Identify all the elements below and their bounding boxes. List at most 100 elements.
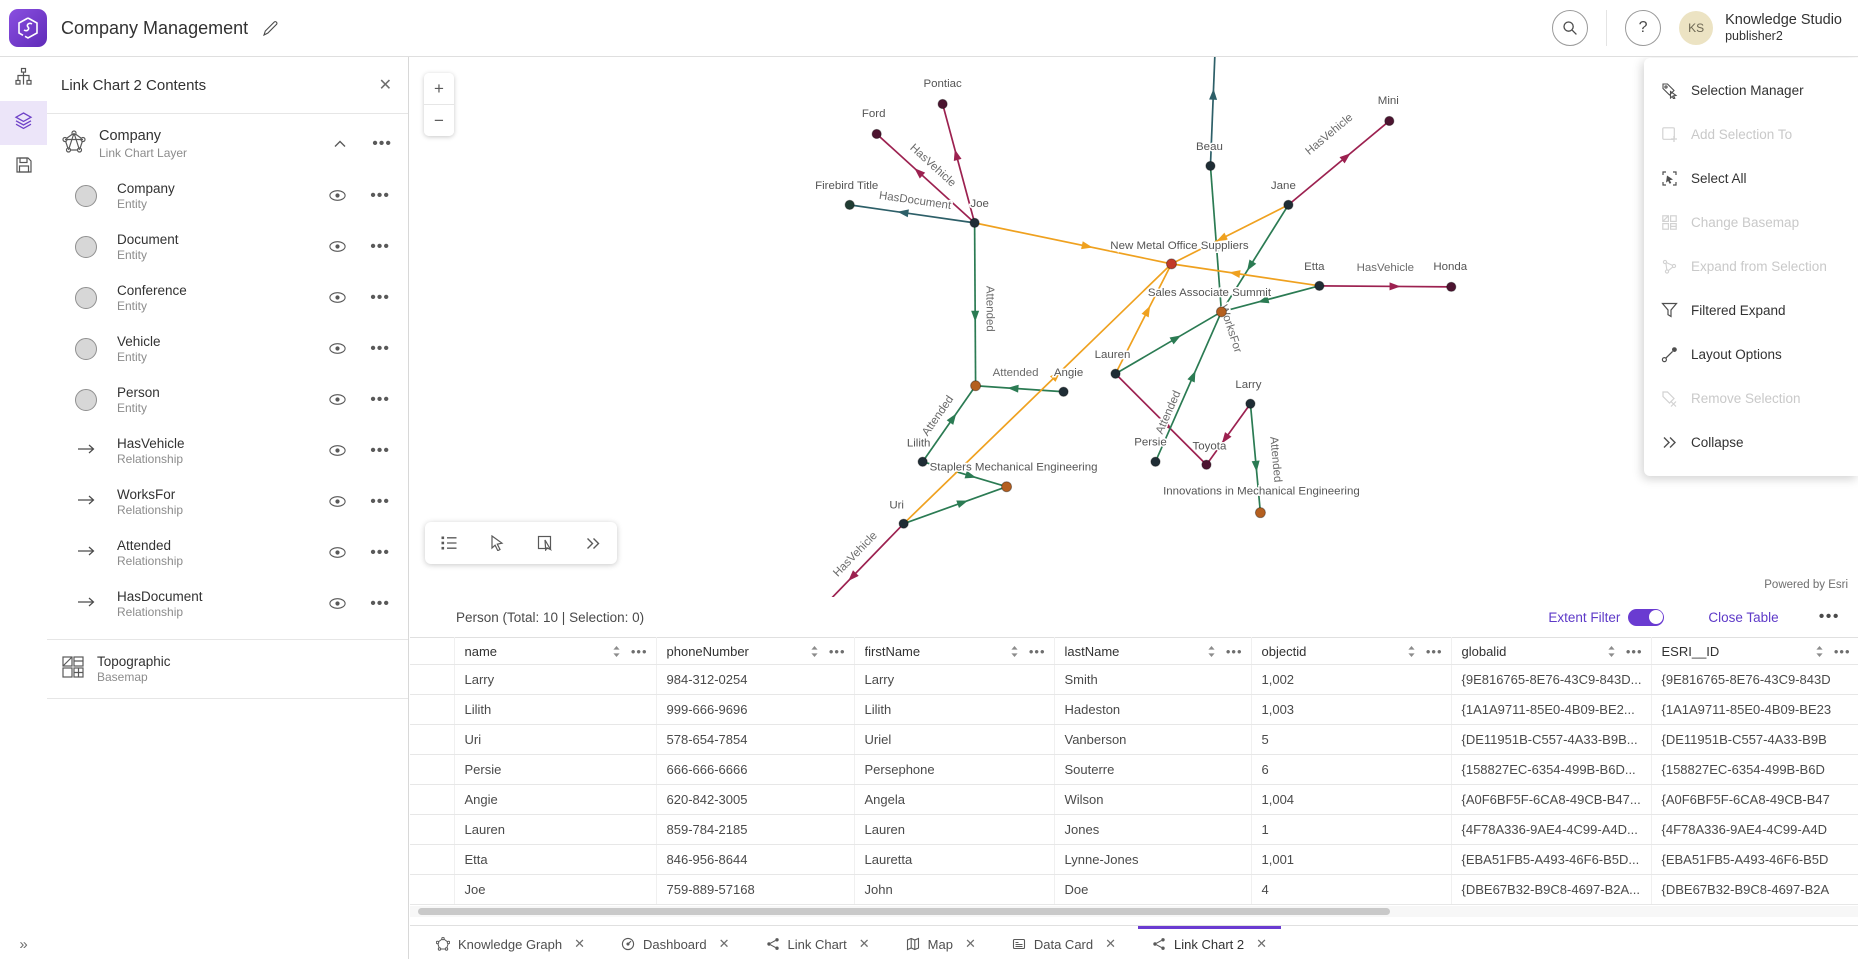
edge-attended-beau-sas[interactable] — [1209, 165, 1223, 312]
expand-chevrons-icon[interactable] — [576, 526, 610, 560]
tab-link-chart-2[interactable]: Link Chart 2 ✕ — [1138, 926, 1282, 959]
graph-node-pontiac[interactable] — [937, 98, 948, 110]
graph-node-ford[interactable] — [871, 128, 882, 140]
help-button[interactable]: ? — [1625, 10, 1662, 46]
edge-worksfor-jane-nmos[interactable] — [1171, 204, 1289, 265]
item-options-menu[interactable]: ••• — [370, 441, 390, 459]
graph-node-jane[interactable] — [1283, 199, 1294, 210]
layer-item-worksfor[interactable]: WorksFor Relationship ••• — [47, 476, 408, 527]
column-options-menu[interactable]: ••• — [1028, 643, 1046, 659]
table-horizontal-scrollbar[interactable] — [410, 906, 1858, 917]
search-button[interactable] — [1552, 10, 1589, 46]
graph-node-lilith[interactable] — [917, 456, 928, 467]
item-options-menu[interactable]: ••• — [370, 186, 390, 204]
edge-attended-uri-staplers[interactable] — [903, 485, 1007, 525]
table-row[interactable]: Angie 620-842-3005 Angela Wilson 1,004 {A0F6B… — [410, 784, 1858, 815]
graph-node-toyota[interactable] — [1201, 459, 1212, 470]
graph-node-etta[interactable] — [1314, 280, 1325, 291]
edge-hasvehicle-lauren-toyota[interactable] — [1114, 373, 1208, 466]
graph-node-angie[interactable] — [1058, 386, 1069, 397]
close-table-button[interactable]: Close Table — [1708, 609, 1779, 625]
basemap-row[interactable]: Topographic Basemap — [47, 639, 408, 699]
layer-item-hasdocument[interactable]: HasDocument Relationship ••• — [47, 578, 408, 629]
graph-node-honda[interactable] — [1446, 281, 1457, 292]
menu-item-layout-options[interactable]: Layout Options — [1644, 332, 1858, 376]
graph-node-firebird[interactable] — [844, 199, 855, 210]
collapse-layer-chevron-icon[interactable] — [334, 135, 346, 153]
edge-hasdocument-joe-firebird[interactable] — [849, 204, 975, 224]
graph-node-staplers[interactable] — [1001, 481, 1013, 493]
table-options-menu[interactable]: ••• — [1818, 608, 1840, 625]
layer-item-hasvehicle[interactable]: HasVehicle Relationship ••• — [47, 425, 408, 476]
graph-node-innovations[interactable] — [1254, 507, 1266, 519]
cursor-icon[interactable] — [480, 526, 514, 560]
user-avatar[interactable]: KS — [1679, 11, 1714, 45]
sort-caret-icon[interactable] — [1607, 645, 1616, 658]
item-options-menu[interactable]: ••• — [370, 288, 390, 306]
tab-knowledge-graph[interactable]: Knowledge Graph ✕ — [422, 926, 599, 959]
graph-node-joe[interactable] — [969, 217, 980, 228]
edge-hasvehicle-uri-off_bl[interactable] — [814, 523, 905, 597]
table-row[interactable]: Larry 984-312-0254 Larry Smith 1,002 {9E81676… — [410, 664, 1858, 695]
edge-worksfor-lauren-nmos[interactable] — [1114, 263, 1173, 375]
edge-attended-lilith-hub[interactable] — [921, 385, 977, 463]
visibility-eye-icon[interactable] — [329, 292, 346, 303]
sort-caret-icon[interactable] — [1207, 645, 1216, 658]
column-header-globalid[interactable]: globalid ••• — [1451, 637, 1652, 665]
close-tab-icon[interactable]: ✕ — [964, 936, 976, 951]
visibility-eye-icon[interactable] — [329, 190, 346, 201]
close-tab-icon[interactable]: ✕ — [1105, 936, 1117, 951]
column-header-ESRI__ID[interactable]: ESRI__ID ••• — [1651, 637, 1858, 665]
close-panel-icon[interactable]: ✕ — [378, 77, 392, 94]
table-row[interactable]: Uri 578-654-7854 Uriel Vanberson 5 {DE11951B-… — [410, 724, 1858, 755]
item-options-menu[interactable]: ••• — [370, 543, 390, 561]
link-chart-canvas[interactable]: HasVehicle HasVehicle HasVehicle HasVehicle… — [410, 57, 1858, 597]
rail-item-layers[interactable] — [0, 101, 47, 145]
column-header-lastName[interactable]: lastName ••• — [1054, 637, 1252, 665]
close-tab-icon[interactable]: ✕ — [574, 936, 585, 951]
rail-item-save[interactable] — [0, 145, 47, 189]
close-tab-icon[interactable]: ✕ — [718, 936, 730, 951]
graph-node-larry[interactable] — [1245, 398, 1256, 409]
tab-dashboard[interactable]: Dashboard ✕ — [607, 926, 744, 959]
column-header-objectid[interactable]: objectid ••• — [1251, 637, 1452, 665]
column-options-menu[interactable]: ••• — [1625, 643, 1643, 659]
extent-filter-toggle[interactable] — [1628, 608, 1665, 626]
sort-caret-icon[interactable] — [1815, 645, 1824, 658]
visibility-eye-icon[interactable] — [329, 496, 346, 507]
item-options-menu[interactable]: ••• — [370, 390, 390, 408]
sort-caret-icon[interactable] — [810, 645, 819, 658]
edge-hasdocument-beau-off_top[interactable] — [1209, 57, 1216, 166]
edge-attended-angie-hub[interactable] — [975, 384, 1064, 393]
menu-item-select-all[interactable]: Select All — [1644, 156, 1858, 200]
edge-worksfor-joe-nmos[interactable] — [974, 222, 1172, 265]
tab-link-chart[interactable]: Link Chart ✕ — [752, 926, 884, 959]
menu-item-collapse[interactable]: Collapse — [1644, 420, 1858, 464]
sort-caret-icon[interactable] — [612, 645, 621, 658]
graph-node-nmos[interactable] — [1165, 258, 1177, 270]
item-options-menu[interactable]: ••• — [370, 237, 390, 255]
menu-item-filtered-expand[interactable]: Filtered Expand — [1644, 288, 1858, 332]
column-options-menu[interactable]: ••• — [630, 643, 648, 659]
visibility-eye-icon[interactable] — [329, 547, 346, 558]
zoom-out-button[interactable]: − — [424, 104, 454, 136]
tab-map[interactable]: Map ✕ — [892, 926, 990, 959]
item-options-menu[interactable]: ••• — [370, 492, 390, 510]
edge-hasvehicle-joe-ford[interactable] — [876, 133, 976, 224]
close-tab-icon[interactable]: ✕ — [1256, 936, 1268, 951]
edge-attended-persie-sas[interactable] — [1154, 311, 1223, 463]
graph-node-beau[interactable] — [1205, 160, 1216, 172]
edge-hasvehicle-etta-honda[interactable] — [1319, 284, 1452, 288]
table-row[interactable]: Etta 846-956-8644 Lauretta Lynne-Jones 1,001… — [410, 844, 1858, 875]
visibility-eye-icon[interactable] — [329, 343, 346, 354]
legend-list-icon[interactable] — [432, 526, 466, 560]
edge-hasvehicle-joe-pontiac[interactable] — [941, 103, 976, 224]
select-rect-icon[interactable] — [528, 526, 562, 560]
layer-item-document[interactable]: Document Entity ••• — [47, 221, 408, 272]
table-row[interactable]: Lilith 999-666-9696 Lilith Hadeston 1,003 {1A… — [410, 694, 1858, 725]
column-options-menu[interactable]: ••• — [1425, 643, 1443, 659]
rail-expand-button[interactable]: » — [19, 936, 28, 953]
graph-node-lauren[interactable] — [1110, 368, 1121, 379]
edge-attended-lauren-sas[interactable] — [1115, 311, 1222, 375]
graph-node-mini[interactable] — [1384, 115, 1395, 127]
